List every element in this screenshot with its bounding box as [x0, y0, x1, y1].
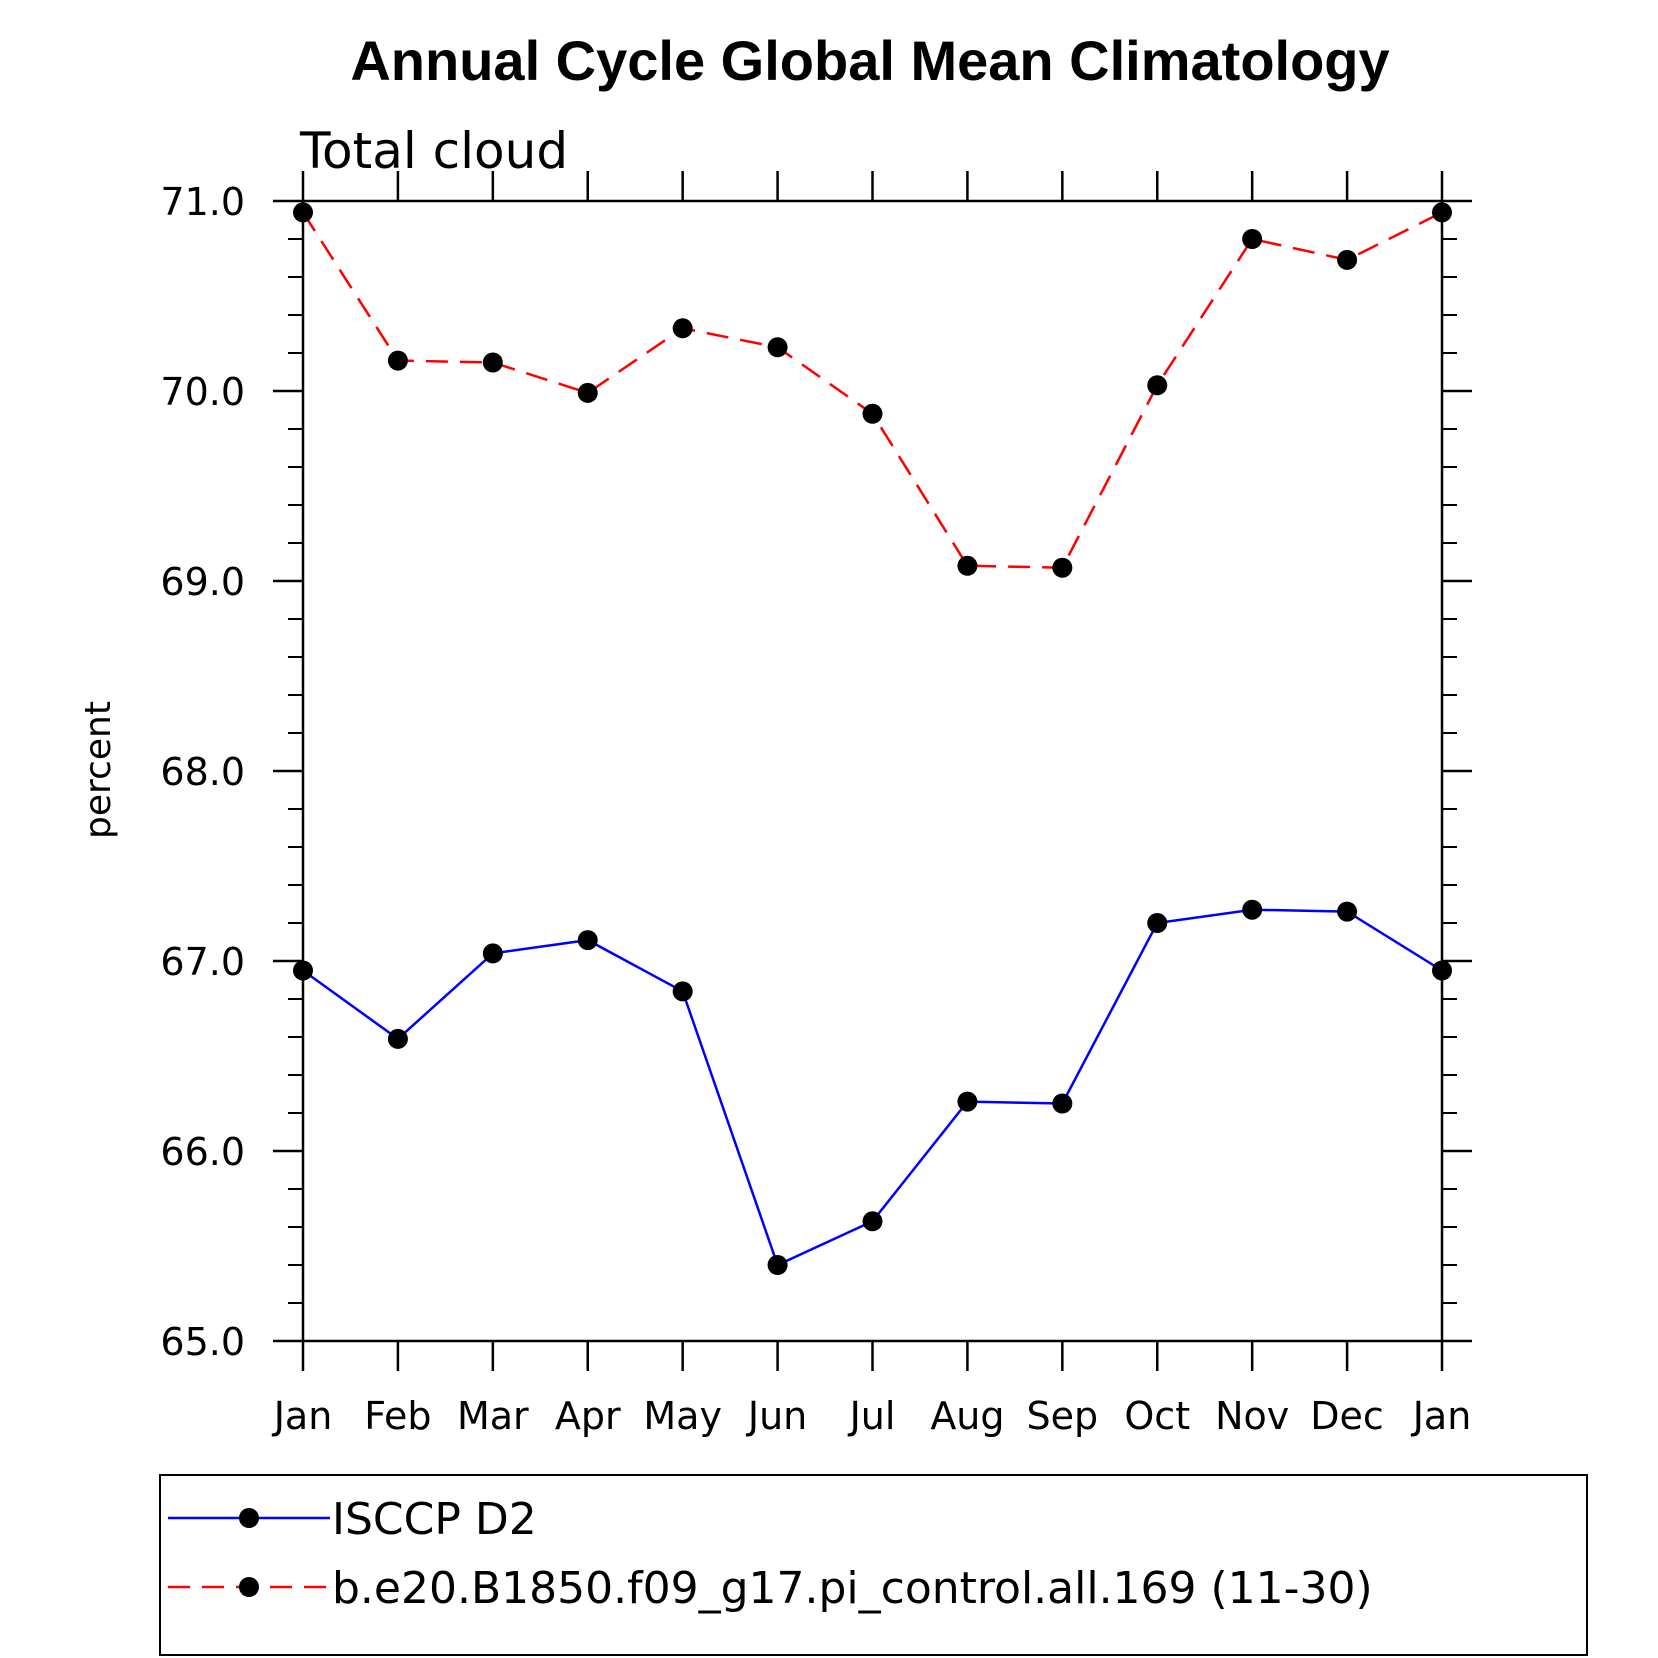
y-tick-label: 70.0: [160, 370, 245, 414]
data-point: [672, 318, 693, 339]
data-point: [1432, 960, 1452, 981]
legend-marker: [239, 1508, 259, 1528]
data-point: [293, 202, 313, 223]
data-point: [1052, 1093, 1073, 1114]
data-point: [1242, 229, 1263, 249]
x-tick-label: Jun: [746, 1394, 807, 1438]
data-point: [862, 1211, 883, 1232]
legend: ISCCP D2 b.e20.B1850.f09_g17.pi_control.a…: [168, 1494, 1373, 1614]
plot-frame: [301, 199, 1444, 1343]
x-tick-label: Jul: [848, 1394, 896, 1438]
x-tick-label: Oct: [1124, 1394, 1190, 1438]
y-tick-label: 69.0: [160, 560, 245, 604]
data-point: [1337, 901, 1358, 922]
data-point: [767, 1255, 788, 1275]
x-tick-label: May: [643, 1394, 722, 1438]
data-point: [293, 960, 313, 981]
data-point: [1242, 899, 1263, 920]
data-point: [482, 943, 503, 964]
data-point: [387, 350, 408, 371]
axis-ticks: [273, 171, 1472, 1371]
y-tick-label: 71.0: [160, 180, 245, 224]
y-tick-labels: 65.0 66.0 67.0 68.0 69.0 70.0 71.0: [160, 180, 245, 1364]
x-tick-label: Jan: [272, 1394, 333, 1438]
y-axis-label: percent: [78, 701, 119, 839]
x-tick-label: Feb: [364, 1394, 431, 1438]
y-tick-label: 65.0: [160, 1320, 245, 1364]
x-tick-label: Aug: [930, 1394, 1004, 1438]
data-point: [862, 403, 883, 424]
chart-subtitle: Total cloud: [299, 122, 568, 180]
data-point: [1147, 375, 1168, 396]
data-point: [957, 1091, 978, 1112]
data-point: [1337, 249, 1358, 270]
data-point: [767, 337, 788, 358]
y-tick-label: 67.0: [160, 940, 245, 984]
data-point: [1432, 202, 1452, 223]
data-point: [577, 382, 598, 403]
x-tick-label: Sep: [1027, 1394, 1099, 1438]
data-point: [387, 1028, 408, 1049]
series-line-1: [301, 211, 1443, 569]
data-point: [577, 930, 598, 951]
legend-label-1: b.e20.B1850.f09_g17.pi_control.all.169 (…: [332, 1563, 1373, 1614]
data-point: [672, 981, 693, 1002]
y-tick-label: 66.0: [160, 1130, 245, 1174]
x-tick-label: Mar: [457, 1394, 529, 1438]
legend-marker: [239, 1577, 259, 1597]
x-tick-label: Jan: [1411, 1394, 1472, 1438]
x-tick-label: Nov: [1215, 1394, 1289, 1438]
y-tick-label: 68.0: [160, 750, 245, 794]
series-layer: [293, 202, 1452, 1275]
x-tick-labels: Jan Feb Mar Apr May Jun Jul Aug Sep Oct Nov Dec Jan: [272, 1394, 1472, 1438]
data-point: [482, 352, 503, 373]
data-point: [957, 555, 978, 576]
data-point: [1052, 557, 1073, 578]
x-tick-label: Dec: [1310, 1394, 1384, 1438]
chart-title: Annual Cycle Global Mean Climatology: [350, 29, 1389, 92]
x-tick-label: Apr: [555, 1394, 621, 1438]
legend-box: [159, 1474, 1588, 1656]
data-point: [1147, 913, 1168, 933]
legend-label-0: ISCCP D2: [332, 1494, 537, 1545]
